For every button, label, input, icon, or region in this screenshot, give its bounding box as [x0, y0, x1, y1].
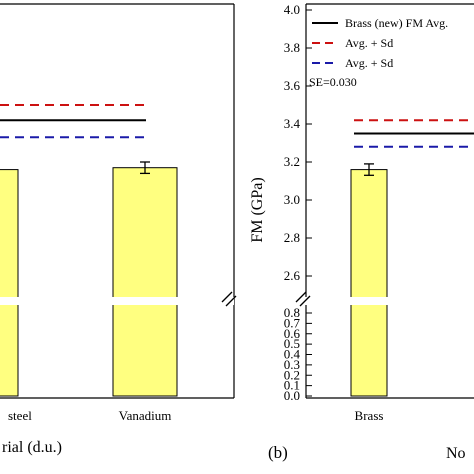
panel-b: 2.62.83.03.23.43.63.84.00.00.10.20.30.40…: [249, 2, 474, 462]
legend-label: Avg. + Sd: [345, 56, 393, 70]
y-tick-label: 2.6: [284, 268, 301, 283]
panel-a-reference-lines: [0, 104, 146, 139]
panel-a-xlabel: rial (d.u.): [2, 439, 62, 456]
panel-b-break-mark: [299, 295, 311, 307]
legend-label: Brass (new) FM Avg.: [345, 16, 448, 30]
y-tick-label: 0.7: [284, 315, 301, 330]
panel-b-tick-label: Brass: [355, 408, 384, 423]
panel-a-tick-label: steel: [8, 408, 32, 423]
panel-b-reference-lines: [354, 119, 474, 148]
panel-a-axis-break-gap: [0, 297, 234, 305]
panel-a: steel Vanadium rial (d.u.): [0, 3, 237, 456]
y-tick-label: 0.2: [284, 367, 300, 382]
y-tick-label: 3.0: [284, 192, 300, 207]
bar-steel: [0, 169, 19, 397]
panel-b-xlabel: No: [446, 445, 466, 462]
panel-a-break-mark: [221, 291, 233, 303]
y-tick-label: 0.5: [284, 336, 300, 351]
y-tick-label: 3.4: [284, 116, 301, 131]
y-tick-label: 0.0: [284, 388, 300, 403]
panel-b-axis-break-gap: [300, 297, 474, 305]
panel-b-label: (b): [268, 443, 288, 462]
se-annotation: SE=0.030: [309, 75, 357, 89]
y-tick-label: 2.8: [284, 230, 300, 245]
bar-vanadium: [112, 167, 178, 397]
panel-b-legend: Brass (new) FM Avg. Avg. + Sd Avg. + Sd: [312, 16, 448, 70]
panel-b-break-mark: [295, 291, 307, 303]
panel-b-y-ticks: 2.62.83.03.23.43.63.84.00.00.10.20.30.40…: [284, 2, 312, 403]
y-tick-label: 0.3: [284, 357, 300, 372]
y-tick-label: 3.6: [284, 78, 301, 93]
legend-label: Avg. + Sd: [345, 36, 393, 50]
panel-b-ylabel: FM (GPa): [249, 177, 266, 242]
panel-a-bars: [0, 161, 178, 397]
y-tick-label: 0.1: [284, 378, 300, 393]
y-tick-label: 0.6: [284, 326, 301, 341]
bar-brass: [350, 169, 388, 397]
panel-a-break-mark: [225, 295, 237, 307]
y-tick-label: 4.0: [284, 2, 300, 17]
y-tick-label: 3.8: [284, 40, 300, 55]
panel-b-bars: [350, 163, 388, 397]
y-tick-label: 3.2: [284, 154, 300, 169]
y-tick-label: 0.8: [284, 305, 300, 320]
y-tick-label: 0.4: [284, 347, 301, 362]
panel-a-tick-label: Vanadium: [119, 408, 172, 423]
